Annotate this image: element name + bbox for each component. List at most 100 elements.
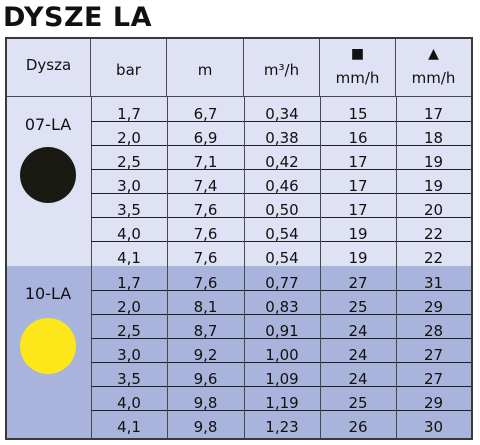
nozzle-table: Dysza bar m m³/h ■ mm/h ▲ mm/h 07-LA 1,7… [5, 37, 473, 440]
table-row: 3,0 9,2 1,00 24 27 [91, 338, 471, 364]
triangle-rate-cell: 27 [423, 346, 444, 364]
table-row: 1,7 6,7 0,34 15 17 [91, 97, 471, 123]
triangle-rate-cell: 19 [423, 177, 444, 195]
square-rate-cell: 24 [348, 346, 368, 364]
triangle-rate-cell: 17 [423, 105, 444, 123]
bar-cell: 4,1 [117, 249, 141, 267]
header-triangle-rate-label: mm/h [411, 69, 456, 87]
triangle-rate-cell: 22 [423, 249, 444, 267]
header-m-label: m [197, 61, 213, 79]
table-row: 2,0 6,9 0,38 16 18 [91, 121, 471, 147]
bar-cell: 1,7 [117, 274, 141, 292]
header-dysza-label: Dysza [25, 56, 72, 74]
bar-cell: 1,7 [117, 105, 141, 123]
column-divider [244, 266, 245, 438]
table-row: 2,5 8,7 0,91 24 28 [91, 314, 471, 340]
column-divider [167, 97, 168, 266]
page-title: DYSZE LA [3, 2, 152, 33]
flow-cell: 1,00 [265, 346, 299, 364]
triangle-rate-cell: 19 [423, 153, 444, 171]
triangle-rate-cell: 30 [423, 418, 444, 436]
table-row: 4,1 7,6 0,54 19 22 [91, 241, 471, 267]
header-triangle-rate: ▲ mm/h [396, 39, 471, 96]
bar-cell: 3,0 [117, 177, 141, 195]
square-rate-cell: 24 [348, 370, 368, 388]
triangle-rate-cell: 29 [423, 394, 444, 412]
table-row: 2,0 8,1 0,83 25 29 [91, 290, 471, 316]
m-cell: 8,1 [193, 298, 218, 316]
table-row: 4,1 9,8 1,23 26 30 [91, 410, 471, 436]
m-cell: 7,1 [193, 153, 218, 171]
column-divider [244, 97, 245, 266]
header-divider [7, 96, 471, 97]
flow-cell: 0,54 [265, 249, 299, 267]
column-divider [396, 97, 397, 266]
flow-cell: 0,91 [265, 322, 299, 340]
m-cell: 7,6 [193, 249, 218, 267]
bar-cell: 2,0 [117, 129, 141, 147]
column-divider [167, 266, 168, 438]
flow-cell: 0,46 [265, 177, 299, 195]
triangle-rate-cell: 31 [423, 274, 444, 292]
bar-cell: 3,5 [117, 201, 141, 219]
table-row: 3,5 9,6 1,09 24 27 [91, 362, 471, 388]
flow-cell: 0,54 [265, 225, 299, 243]
m-cell: 9,8 [193, 418, 218, 436]
bar-cell: 3,5 [117, 370, 141, 388]
header-m: m [167, 39, 244, 96]
m-cell: 9,8 [193, 394, 218, 412]
header-bar: bar [91, 39, 167, 96]
group-07-la: 07-LA 1,7 6,7 0,34 15 17 2,0 6,9 0,38 16 18 2,5 7,1… [7, 97, 471, 267]
table-row: 2,5 7,1 0,42 17 19 [91, 145, 471, 171]
square-rate-cell: 19 [348, 249, 368, 267]
m-cell: 7,6 [193, 274, 218, 292]
triangle-rate-cell: 22 [423, 225, 444, 243]
bar-cell: 2,0 [117, 298, 141, 316]
flow-cell: 1,19 [265, 394, 299, 412]
square-rate-cell: 25 [348, 394, 368, 412]
m-cell: 9,2 [193, 346, 218, 364]
flow-cell: 1,09 [265, 370, 299, 388]
square-rate-cell: 24 [348, 322, 368, 340]
m-cell: 7,4 [193, 177, 218, 195]
m-cell: 9,6 [193, 370, 218, 388]
square-rate-cell: 19 [348, 225, 368, 243]
column-divider [320, 97, 321, 266]
bar-cell: 2,5 [117, 322, 141, 340]
triangle-rate-cell: 18 [423, 129, 444, 147]
header-flow: m³/h [244, 39, 320, 96]
flow-cell: 0,77 [265, 274, 299, 292]
flow-cell: 0,34 [265, 105, 299, 123]
bar-cell: 3,0 [117, 346, 141, 364]
flow-cell: 0,38 [265, 129, 299, 147]
square-rate-cell: 26 [348, 418, 368, 436]
m-cell: 8,7 [193, 322, 218, 340]
square-rate-cell: 27 [348, 274, 368, 292]
table-row: 4,0 7,6 0,54 19 22 [91, 217, 471, 243]
triangle-rate-cell: 28 [423, 322, 444, 340]
header-square-rate: ■ mm/h [320, 39, 396, 96]
m-cell: 6,7 [193, 105, 218, 123]
column-divider [320, 266, 321, 438]
column-divider [91, 97, 92, 266]
table-row: 1,7 7,6 0,77 27 31 [91, 266, 471, 292]
table-row: 3,5 7,6 0,50 17 20 [91, 193, 471, 219]
triangle-rate-cell: 29 [423, 298, 444, 316]
square-icon: ■ [350, 46, 365, 62]
bar-cell: 4,1 [117, 418, 141, 436]
group-10-la: 10-LA 1,7 7,6 0,77 27 31 2,0 8,1 0,83 25 29 2,5 8,7… [7, 266, 471, 438]
flow-cell: 1,23 [265, 418, 299, 436]
column-divider [91, 266, 92, 438]
table-row: 3,0 7,4 0,46 17 19 [91, 169, 471, 195]
square-rate-cell: 16 [348, 129, 368, 147]
flow-cell: 0,42 [265, 153, 299, 171]
triangle-rate-cell: 27 [423, 370, 444, 388]
square-rate-cell: 17 [348, 153, 368, 171]
header-bar-label: bar [116, 61, 141, 79]
bar-cell: 4,0 [117, 394, 141, 412]
flow-cell: 0,50 [265, 201, 299, 219]
header-flow-label: m³/h [263, 61, 300, 79]
square-rate-cell: 25 [348, 298, 368, 316]
m-cell: 6,9 [193, 129, 218, 147]
header-dysza: Dysza [7, 39, 91, 96]
